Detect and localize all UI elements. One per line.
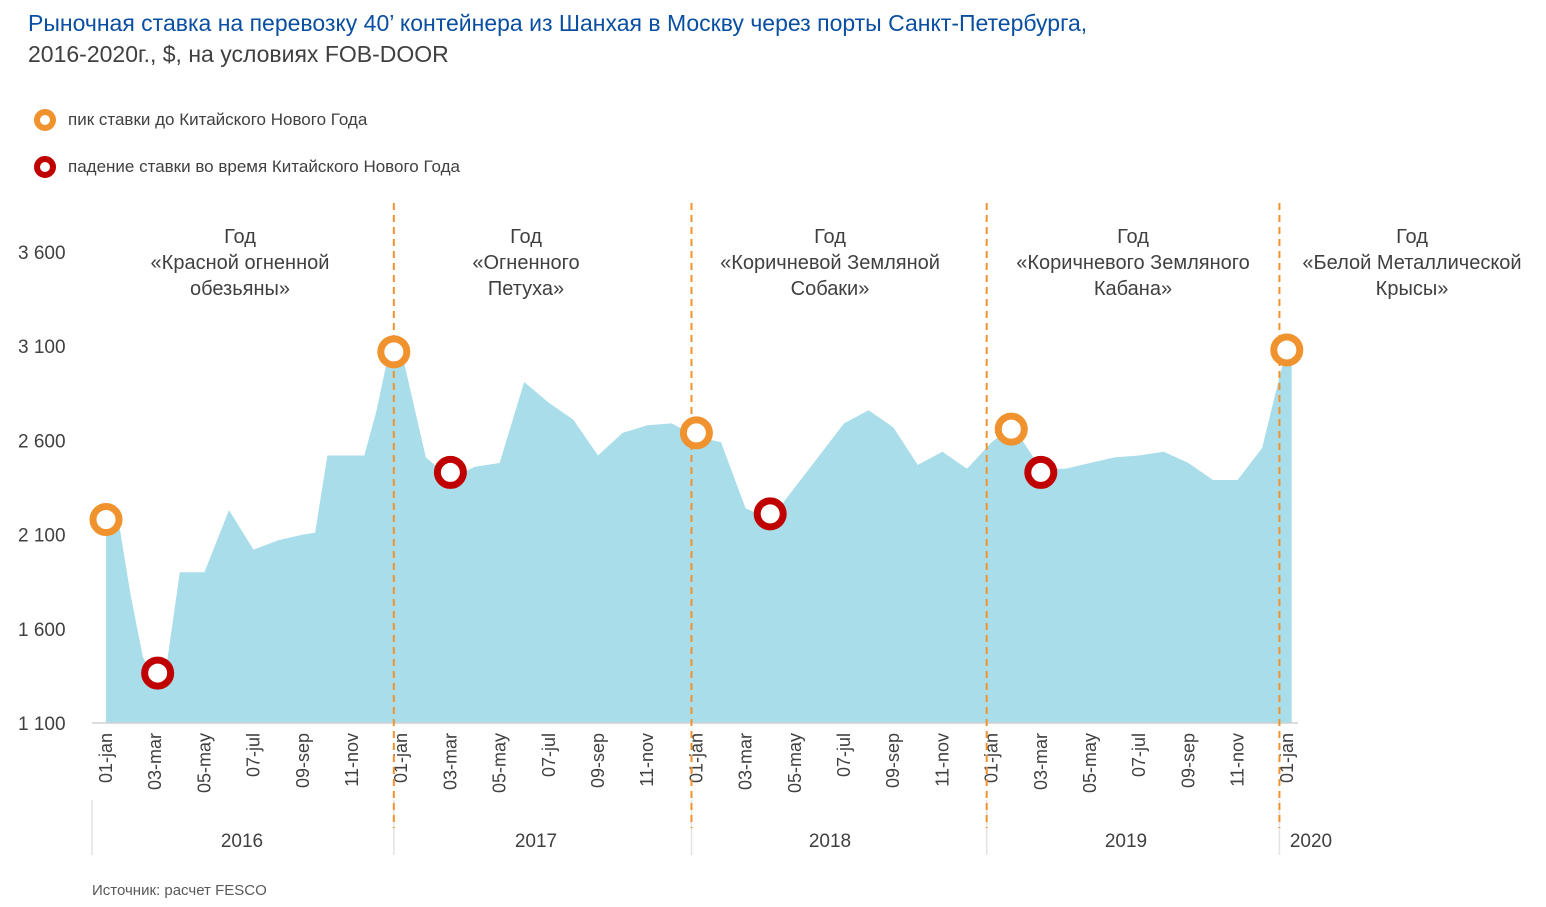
legend-drop: падение ставки во время Китайского Новог… — [34, 156, 460, 178]
legend-drop-marker-icon — [34, 156, 56, 178]
y-tick-label: 3 100 — [18, 337, 66, 358]
x-tick-label: 05-may — [785, 733, 805, 793]
year-label: 2019 — [1105, 831, 1147, 852]
x-tick-label: 11-nov — [1228, 733, 1248, 787]
peak-marker — [89, 503, 123, 537]
x-tick-label: 07-jul — [539, 733, 559, 777]
zodiac-year-annotation: Год «Красной огненной обезьяны» — [151, 226, 330, 300]
x-tick-label: 01-jan — [96, 733, 116, 783]
x-tick-label: 01-jan — [1277, 733, 1297, 783]
peak-marker — [679, 416, 713, 450]
x-tick-label: 05-may — [490, 733, 510, 793]
y-tick-label: 3 600 — [18, 243, 66, 264]
x-tick-label: 09-sep — [588, 733, 608, 788]
drop-marker — [1024, 455, 1058, 489]
x-tick-label: 03-mar — [440, 733, 460, 790]
x-tick-label: 03-mar — [145, 733, 165, 790]
year-label: 2018 — [809, 831, 851, 852]
x-tick-label: 09-sep — [293, 733, 313, 788]
x-tick-label: 01-jan — [686, 733, 706, 783]
legend-peak-marker-icon — [34, 109, 56, 131]
drop-marker — [141, 656, 175, 690]
x-tick-label: 01-jan — [982, 733, 1002, 783]
peak-marker — [377, 335, 411, 369]
drop-marker — [433, 455, 467, 489]
x-tick-label: 03-mar — [1031, 733, 1051, 790]
legend-drop-label: падение ставки во время Китайского Новог… — [68, 157, 460, 176]
zodiac-year-annotation: Год «Коричневого Земляного Кабана» — [1016, 226, 1249, 300]
zodiac-year-annotation: Год «Коричневой Земляной Собаки» — [720, 226, 940, 300]
x-tick-label: 11-nov — [637, 733, 657, 787]
x-tick-label: 07-jul — [834, 733, 854, 777]
rate-area-series — [106, 344, 1292, 723]
x-tick-label: 05-may — [1080, 733, 1100, 793]
y-tick-label: 1 100 — [18, 714, 66, 735]
year-label: 2016 — [221, 831, 263, 852]
chart-title: Рыночная ставка на перевозку 40’ контейн… — [28, 8, 1087, 70]
x-tick-label: 11-nov — [342, 733, 362, 787]
source-note: Источник: расчет FESCO — [92, 882, 267, 899]
x-tick-label: 11-nov — [932, 733, 952, 787]
x-tick-label: 05-may — [194, 733, 214, 793]
chart-title-line2: 2016-2020г., $, на условиях FOB-DOOR — [28, 41, 449, 67]
year-label: 2020 — [1290, 831, 1332, 852]
x-tick-label: 09-sep — [883, 733, 903, 788]
legend-peak-label: пик ставки до Китайского Нового Года — [68, 110, 368, 129]
x-tick-label: 07-jul — [1129, 733, 1149, 777]
zodiac-year-annotation: Год «Огненного Петуха» — [472, 226, 579, 300]
legend-peak: пик ставки до Китайского Нового Года — [34, 109, 367, 131]
chart-title-line1: Рыночная ставка на перевозку 40’ контейн… — [28, 10, 1088, 36]
zodiac-year-annotation: Год «Белой Металлической Крысы» — [1302, 226, 1521, 300]
peak-marker — [1270, 333, 1304, 367]
y-tick-label: 2 100 — [18, 526, 66, 547]
x-tick-label: 09-sep — [1178, 733, 1198, 788]
drop-marker — [753, 497, 787, 531]
x-tick-label: 03-mar — [736, 733, 756, 790]
y-tick-label: 1 600 — [18, 620, 66, 641]
y-tick-label: 2 600 — [18, 431, 66, 452]
x-tick-label: 01-jan — [391, 733, 411, 783]
x-tick-label: 07-jul — [244, 733, 264, 777]
year-label: 2017 — [515, 831, 557, 852]
peak-marker — [994, 412, 1028, 446]
